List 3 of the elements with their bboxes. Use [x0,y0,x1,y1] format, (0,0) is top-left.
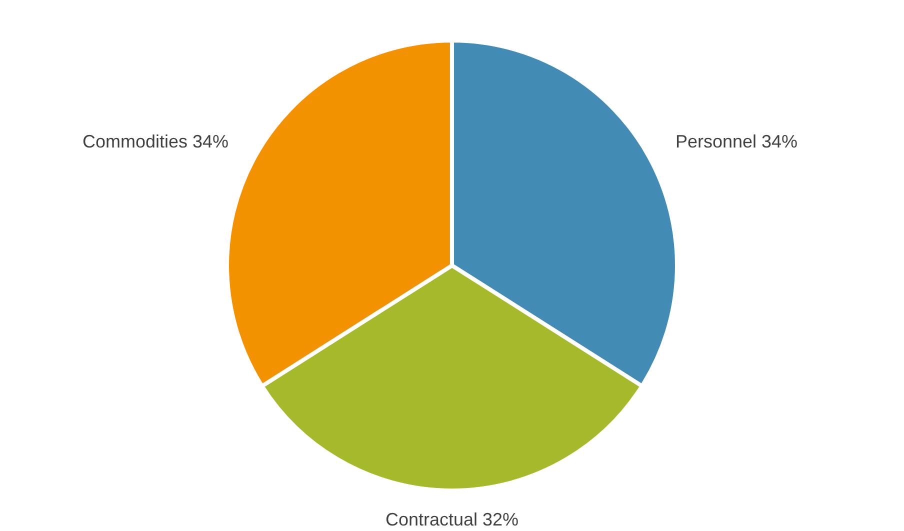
slice-label: Commodities 34% [82,132,229,152]
slice-label: Personnel 34% [675,132,798,152]
slice-label: Contractual 32% [385,510,519,530]
